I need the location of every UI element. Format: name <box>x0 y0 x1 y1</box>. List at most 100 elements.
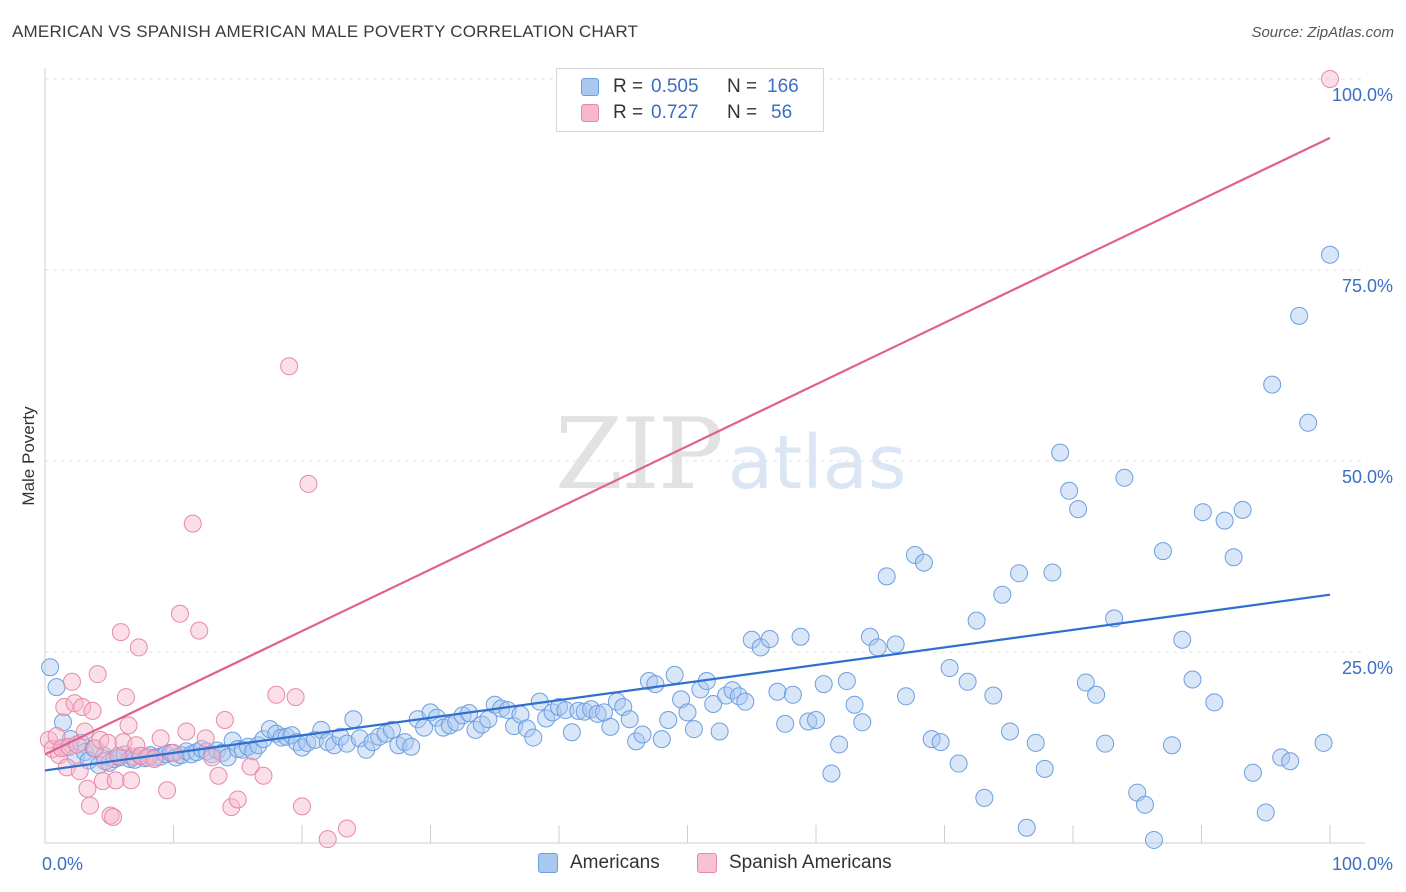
american-point <box>860 627 879 646</box>
american-point <box>627 732 646 751</box>
american-point <box>791 627 810 646</box>
american-point <box>1272 748 1291 767</box>
american-point <box>652 730 671 749</box>
american-point <box>1115 468 1134 487</box>
american-point <box>569 701 588 720</box>
americans-trend-line <box>44 593 1331 772</box>
american-point <box>807 710 825 729</box>
american-point <box>931 733 950 752</box>
american-point <box>331 727 350 746</box>
american-point <box>940 659 959 678</box>
spanish-american-point <box>111 623 130 642</box>
american-point <box>760 630 779 649</box>
american-point <box>684 720 703 739</box>
watermark-atlas: atlas <box>727 420 907 506</box>
spanish-american-point <box>106 771 125 790</box>
american-point <box>1010 564 1029 583</box>
american-point <box>601 717 620 736</box>
series-label-americans: Americans <box>570 852 660 873</box>
spanish-american-point <box>280 357 299 376</box>
spanish-american-point <box>254 766 273 785</box>
american-point <box>402 737 421 756</box>
american-point <box>783 685 802 704</box>
legend-swatch-spanish-americans <box>581 104 599 122</box>
american-point <box>1026 733 1045 752</box>
american-point <box>1205 693 1224 712</box>
spanish-american-point <box>80 796 99 815</box>
american-point <box>799 712 818 731</box>
spanish-american-point <box>190 621 209 640</box>
american-point <box>646 675 665 694</box>
american-point <box>1087 685 1106 704</box>
american-point <box>1215 511 1234 530</box>
spanish-american-point <box>83 701 102 720</box>
american-point <box>967 611 986 630</box>
american-point <box>1314 733 1333 752</box>
american-point <box>742 630 761 649</box>
american-point <box>672 690 691 709</box>
american-point <box>704 694 723 713</box>
american-point <box>896 687 915 706</box>
series-legend-americans: Americans <box>538 852 660 874</box>
legend-n-value: 56 <box>771 102 793 123</box>
american-point <box>710 722 729 741</box>
american-point <box>1299 413 1318 432</box>
american-point <box>949 754 968 773</box>
watermark-zip: ZIP <box>555 398 724 512</box>
spanish-american-point <box>183 514 202 533</box>
american-point <box>736 692 755 711</box>
american-point <box>678 703 697 722</box>
spanish-american-point <box>209 766 228 785</box>
american-point <box>1243 763 1262 782</box>
american-point <box>877 567 896 586</box>
spanish-american-point <box>293 797 311 816</box>
american-point <box>1135 795 1154 814</box>
american-point <box>1069 500 1088 519</box>
american-point <box>344 710 363 729</box>
american-point <box>562 723 581 742</box>
y-tick-label: 100.0% <box>1332 85 1393 105</box>
legend-r-value: 0.727 <box>651 102 699 123</box>
american-point <box>47 678 66 697</box>
spanish-american-point <box>93 772 112 791</box>
american-point <box>845 695 864 714</box>
series-swatch-spanish-americans <box>697 853 717 873</box>
spanish-american-point <box>104 808 123 827</box>
spanish-american-point <box>228 790 247 809</box>
american-point <box>524 728 543 747</box>
american-point <box>357 740 376 759</box>
legend-row-americans: R = 0.505 N = 166 <box>557 74 823 100</box>
spanish-american-point <box>203 748 222 767</box>
american-point <box>993 585 1012 604</box>
chart-source: Source: ZipAtlas.com <box>1251 24 1394 41</box>
american-point <box>620 710 639 729</box>
american-point <box>1060 481 1079 500</box>
spanish-american-point <box>73 698 92 717</box>
spanish-american-point <box>98 733 117 752</box>
y-axis-label: Male Poverty <box>19 406 38 506</box>
american-point <box>1001 722 1020 741</box>
american-point <box>1051 443 1070 462</box>
american-point <box>814 675 833 694</box>
american-point <box>1321 245 1339 264</box>
spanish-american-point <box>62 672 81 691</box>
spanish-american-point <box>78 779 97 798</box>
legend-swatch-americans <box>581 78 599 96</box>
american-point <box>830 735 849 754</box>
series-swatch-americans <box>538 853 558 873</box>
american-point <box>1162 736 1181 755</box>
american-point <box>287 733 306 752</box>
american-point <box>41 658 60 677</box>
spanish-american-point <box>299 474 318 493</box>
spanish-american-point <box>129 638 148 657</box>
spanish-american-point <box>318 830 337 849</box>
american-point <box>958 672 977 691</box>
spanish-american-point <box>116 688 135 707</box>
spanish-american-point <box>151 729 170 748</box>
american-point <box>659 710 678 729</box>
spanish-american-point <box>337 819 356 838</box>
spanish-american-point <box>241 757 260 776</box>
spanish-american-point <box>267 685 286 704</box>
spanish-american-point <box>127 736 146 755</box>
